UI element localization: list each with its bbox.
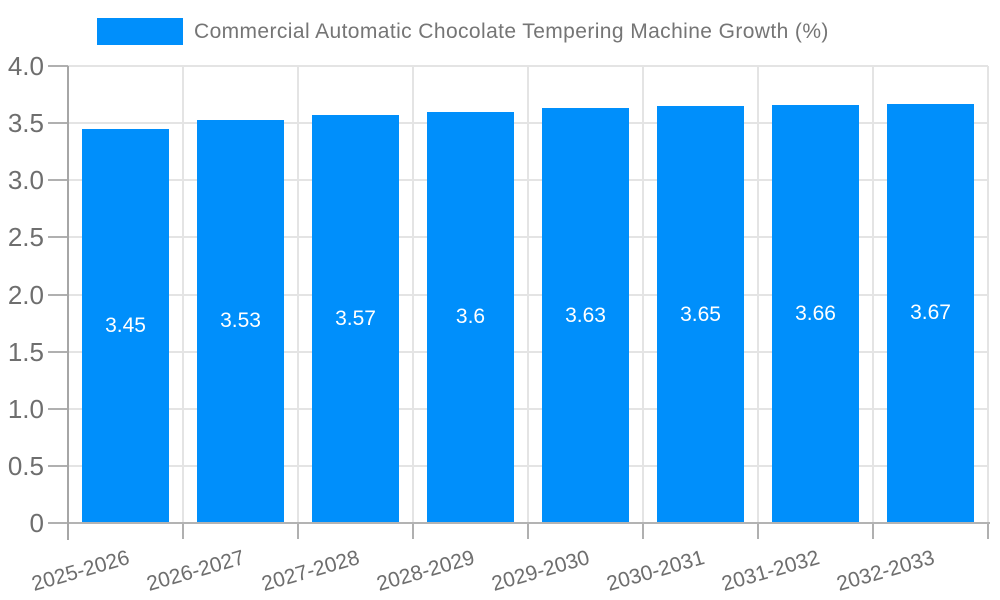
y-axis-label: 1.0 (7, 393, 44, 424)
gridline-vertical (872, 66, 874, 523)
bar-value-label: 3.63 (565, 303, 606, 327)
y-axis-label: 1.5 (7, 336, 44, 367)
y-axis-tick (48, 236, 68, 239)
x-axis-tick (527, 523, 529, 539)
y-axis-label: 2.0 (7, 279, 44, 310)
chart-title: Commercial Automatic Chocolate Tempering… (194, 19, 829, 43)
y-axis-label: 2.5 (7, 222, 44, 253)
bar-value-label: 3.67 (910, 301, 951, 325)
y-axis-tick (48, 522, 68, 524)
bar-value-label: 3.45 (105, 313, 146, 337)
y-axis-tick (48, 464, 68, 467)
y-axis-tick (48, 407, 68, 410)
y-axis-label: 0 (29, 508, 44, 538)
x-axis-tick (297, 523, 299, 539)
bar-value-label: 3.53 (220, 309, 261, 333)
y-axis-tick (48, 350, 68, 353)
y-axis-tick (48, 122, 68, 125)
x-axis-line (66, 522, 990, 524)
bar: 3.6 (427, 111, 514, 523)
bar: 3.57 (312, 115, 399, 523)
x-axis-tick (412, 523, 414, 539)
y-axis-label: 3.0 (7, 165, 44, 196)
y-axis-label: 0.5 (7, 450, 44, 481)
y-axis-label: 4.0 (7, 51, 44, 81)
bar-value-label: 3.57 (335, 307, 376, 331)
y-axis-line (67, 66, 69, 540)
bar-value-label: 3.6 (455, 305, 486, 329)
y-axis-tick (48, 65, 68, 67)
plot-right-border (987, 66, 989, 523)
bar: 3.67 (887, 103, 974, 523)
gridline-vertical (642, 66, 644, 523)
bar: 3.63 (542, 108, 629, 523)
gridline-vertical (182, 66, 184, 523)
gridline-vertical (297, 66, 299, 523)
x-axis-tick (757, 523, 759, 539)
chart-legend: Commercial Automatic Chocolate Tempering… (97, 18, 829, 45)
bar: 3.45 (82, 128, 169, 523)
y-axis-tick (48, 293, 68, 296)
gridline-vertical (527, 66, 529, 523)
x-axis-tick (642, 523, 644, 539)
y-axis-tick (48, 179, 68, 182)
bar-value-label: 3.66 (795, 301, 836, 325)
bar: 3.66 (772, 104, 859, 523)
bar: 3.65 (657, 106, 744, 523)
x-axis-tick (182, 523, 184, 539)
gridline-vertical (412, 66, 414, 523)
bar-value-label: 3.65 (680, 302, 721, 326)
bar: 3.53 (197, 119, 284, 523)
y-axis-label: 3.5 (7, 108, 44, 139)
x-axis-tick (987, 523, 989, 539)
plot-area: 0 0.5 1.0 1.5 2.0 2.5 3.0 3.5 4.0 3.45 2025-2026 3.… (8, 51, 990, 596)
gridline-vertical (757, 66, 759, 523)
legend-swatch (97, 18, 183, 45)
x-axis-tick (872, 523, 874, 539)
